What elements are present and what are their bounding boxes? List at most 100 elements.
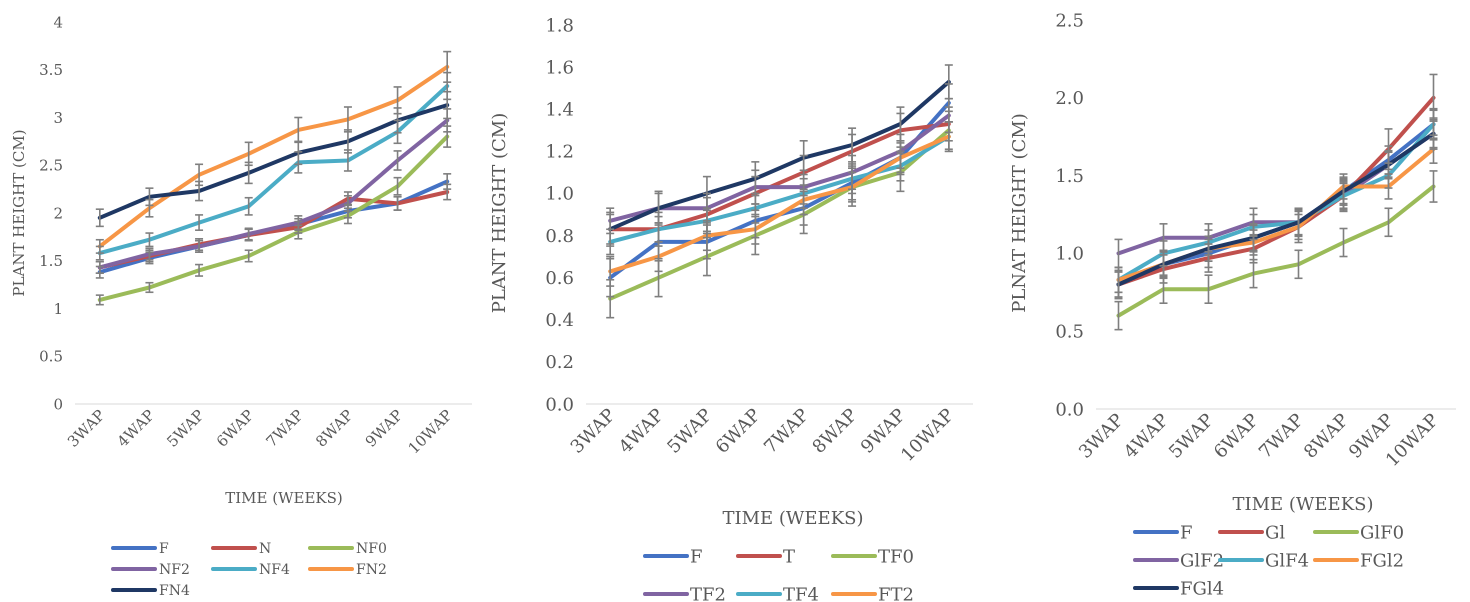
error-bar bbox=[195, 263, 204, 277]
x-tick-label: 3WAP bbox=[64, 406, 109, 451]
series-line-TF0 bbox=[608, 128, 951, 301]
error-bar bbox=[145, 281, 154, 294]
chart-2: 0.0 0.2 0.4 0.6 0.8 1.0 1.2 1.4 1.6 1.8 3WAP4WAP5W… bbox=[489, 15, 973, 602]
legend-label: NF4 bbox=[259, 562, 290, 578]
y-axis-title: PLANT HEIGHT (CM) bbox=[489, 113, 510, 314]
y-tick-label: 1.6 bbox=[545, 57, 574, 78]
legend-label: FT2 bbox=[878, 584, 914, 602]
error-bar bbox=[195, 180, 204, 202]
error-bar bbox=[393, 107, 402, 134]
error-bar bbox=[1159, 251, 1168, 278]
series-line-FN4 bbox=[97, 103, 450, 220]
chart-3: 0.00.51.01.52.02.53WAP4WAP5WAP6WAP7WAP8W… bbox=[1009, 10, 1456, 599]
y-tick-label: 0.4 bbox=[545, 310, 574, 331]
error-bar bbox=[1249, 258, 1258, 289]
x-tick-label: 4WAP bbox=[1120, 410, 1173, 463]
x-tick-label: 5WAP bbox=[163, 406, 208, 451]
error-bar bbox=[606, 213, 615, 245]
legend-item-GlF2: GlF2 bbox=[1133, 550, 1224, 571]
legend-label: NF0 bbox=[356, 541, 387, 557]
error-bar bbox=[1429, 170, 1438, 203]
y-tick-label: 2 bbox=[53, 204, 63, 222]
error-bar bbox=[95, 238, 104, 254]
error-bar bbox=[294, 215, 303, 231]
y-tick-label: 0.5 bbox=[39, 348, 63, 366]
y-tick-label: 3.5 bbox=[39, 61, 63, 79]
error-bar bbox=[195, 214, 204, 231]
x-tick-label: 3WAP bbox=[567, 405, 620, 458]
series-line-F bbox=[608, 100, 951, 280]
legend-item-FN4: FN4 bbox=[111, 583, 190, 599]
x-axis-title: TIME (WEEKS) bbox=[722, 508, 863, 529]
legend-item-GlF0: GlF0 bbox=[1313, 522, 1404, 543]
series-line-Gl bbox=[1116, 95, 1436, 287]
legend-item-FGl2: FGl2 bbox=[1313, 550, 1404, 571]
y-tick-label: 1 bbox=[53, 300, 63, 318]
y-tick-label: 1.0 bbox=[545, 184, 574, 205]
y-tick-label: 0.0 bbox=[1055, 399, 1084, 420]
error-bar bbox=[1339, 177, 1348, 205]
y-tick-label: 0.2 bbox=[545, 352, 574, 373]
x-tick-label: 8WAP bbox=[1300, 410, 1353, 463]
error-bar bbox=[145, 247, 154, 261]
error-bar bbox=[848, 127, 857, 163]
error-bar bbox=[606, 255, 615, 287]
legend-item-TF0: TF0 bbox=[831, 546, 914, 567]
legend-label: N bbox=[259, 541, 271, 557]
legend-label: GlF0 bbox=[1360, 522, 1404, 543]
legend-item-F: F bbox=[1133, 522, 1193, 543]
error-bar bbox=[751, 213, 760, 245]
series-line-NF4 bbox=[97, 84, 450, 256]
y-tick-label: 0.6 bbox=[545, 268, 574, 289]
y-tick-label: 1.5 bbox=[39, 252, 63, 270]
error-bar bbox=[944, 121, 953, 153]
legend-item-NF4: NF4 bbox=[211, 562, 290, 578]
legend-label: FN2 bbox=[356, 562, 387, 578]
error-bar bbox=[751, 161, 760, 197]
x-tick-label: 10WAP bbox=[405, 406, 456, 457]
y-tick-label: 4 bbox=[53, 13, 63, 31]
series-line-NF0 bbox=[97, 134, 450, 302]
series-line-TF2 bbox=[608, 113, 951, 223]
legend-label: F bbox=[690, 546, 703, 567]
x-axis-title: TIME (WEEKS) bbox=[225, 489, 343, 507]
legend-item-FT2: FT2 bbox=[831, 584, 914, 602]
series-line-FT2 bbox=[608, 134, 951, 274]
error-bar bbox=[1204, 274, 1213, 304]
error-bar bbox=[244, 196, 253, 216]
x-tick-label: 4WAP bbox=[114, 406, 159, 451]
y-tick-label: 1.4 bbox=[545, 100, 574, 121]
error-bar bbox=[343, 195, 352, 212]
error-bar bbox=[896, 106, 905, 142]
error-bar bbox=[195, 239, 204, 253]
legend-label: F bbox=[159, 541, 169, 557]
error-bar bbox=[393, 176, 402, 196]
error-bar bbox=[896, 142, 905, 174]
legend-label: F bbox=[1180, 522, 1193, 543]
error-bar bbox=[702, 175, 711, 212]
error-bar bbox=[1384, 151, 1393, 178]
series-line-TF4 bbox=[608, 134, 951, 244]
error-bar bbox=[244, 249, 253, 263]
legend-item-F: F bbox=[643, 546, 703, 567]
error-bar bbox=[1204, 235, 1213, 262]
x-tick-label: 10WAP bbox=[897, 405, 958, 466]
x-tick-label: 6WAP bbox=[712, 405, 765, 458]
series-line-FGl4 bbox=[1116, 131, 1436, 287]
series-line-GlF4 bbox=[1116, 122, 1436, 282]
y-tick-label: 2.5 bbox=[1055, 10, 1084, 31]
legend-label: TF4 bbox=[783, 584, 819, 602]
error-bar bbox=[848, 171, 857, 203]
error-bar bbox=[654, 241, 663, 273]
y-tick-label: 2.0 bbox=[1055, 88, 1084, 109]
series-line-NF2 bbox=[97, 118, 450, 270]
y-axis-title: PLANT HEIGHT (CM) bbox=[10, 129, 28, 296]
legend-item-Gl: Gl bbox=[1218, 522, 1285, 543]
error-bar bbox=[443, 90, 452, 120]
x-tick-label: 9WAP bbox=[362, 406, 407, 451]
x-tick-label: 6WAP bbox=[1210, 410, 1263, 463]
legend-item-NF0: NF0 bbox=[308, 541, 387, 557]
error-bar bbox=[443, 50, 452, 83]
error-bar bbox=[95, 294, 104, 306]
